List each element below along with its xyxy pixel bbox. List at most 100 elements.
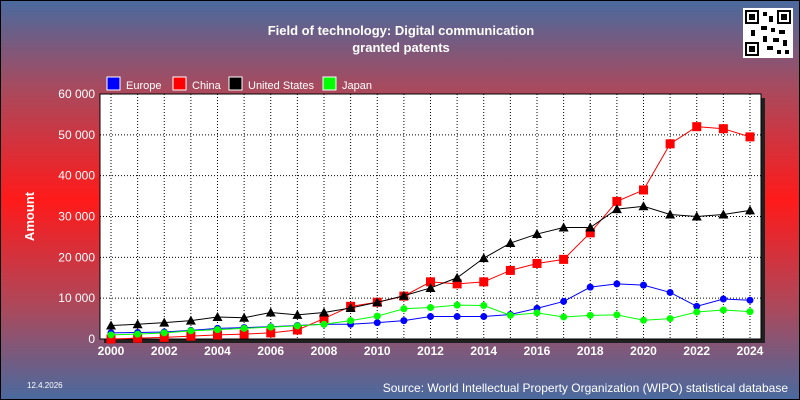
y-tick-label: 30 000 [58, 210, 95, 224]
legend-label-europe: Europe [126, 80, 161, 92]
data-point [719, 295, 727, 303]
data-point [639, 185, 648, 195]
data-point [133, 333, 143, 343]
x-tick-label: 2018 [577, 344, 604, 358]
data-point [665, 139, 675, 149]
data-point [480, 313, 488, 321]
data-point [693, 308, 701, 316]
date-stamp: 12.4.2026 [27, 381, 63, 390]
data-point [373, 319, 381, 327]
legend-label-japan: Japan [342, 80, 372, 92]
data-point [453, 301, 461, 309]
legend-label-united-states: United States [248, 80, 315, 92]
series-united-states [106, 201, 755, 330]
data-point [134, 330, 142, 338]
data-point [266, 328, 276, 338]
data-point [398, 290, 409, 300]
data-point [638, 201, 649, 211]
data-point [586, 283, 594, 291]
data-point [613, 280, 621, 288]
data-point [640, 281, 647, 289]
data-point [719, 306, 727, 314]
data-point [320, 320, 328, 328]
data-point [718, 124, 728, 134]
data-point [186, 331, 196, 341]
y-tick-label: 0 [88, 332, 95, 346]
data-point [345, 302, 356, 312]
x-tick-label: 2008 [311, 344, 338, 358]
x-tick-label: 2004 [204, 344, 231, 358]
data-point [319, 314, 329, 324]
data-point [559, 254, 569, 264]
data-point [612, 196, 622, 206]
data-point [745, 205, 755, 215]
data-point [746, 308, 754, 316]
data-point [159, 317, 170, 327]
chart-subtitle: granted patents [352, 40, 450, 55]
data-point [585, 228, 595, 238]
data-point [640, 316, 647, 324]
data-point [478, 253, 489, 263]
data-point [267, 323, 275, 331]
x-tick-label: 2016 [524, 344, 551, 358]
data-point [425, 282, 436, 292]
x-tick-label: 2022 [683, 344, 710, 358]
data-point [239, 312, 250, 322]
data-point [400, 317, 408, 325]
data-point [240, 324, 248, 332]
data-point [265, 307, 276, 317]
x-tick-label: 2014 [470, 344, 497, 358]
data-point [585, 222, 596, 232]
data-point [453, 313, 461, 321]
data-point [373, 312, 381, 320]
data-point [293, 322, 301, 330]
y-tick-label: 20 000 [58, 250, 95, 264]
data-point [505, 238, 516, 248]
data-point [532, 258, 542, 268]
data-point [746, 296, 754, 304]
y-tick-label: 10 000 [58, 291, 95, 305]
data-point [214, 326, 221, 334]
data-point [506, 311, 514, 319]
chart-title: Field of technology: Digital communicati… [267, 23, 535, 38]
x-tick-label: 2002 [151, 344, 178, 358]
data-point [185, 315, 196, 325]
data-point [692, 122, 702, 132]
data-point [107, 331, 115, 339]
data-point [160, 329, 168, 337]
data-point [452, 279, 462, 289]
data-point [319, 307, 329, 317]
data-point [611, 204, 622, 214]
y-tick-label: 40 000 [58, 169, 95, 183]
data-point [159, 332, 169, 342]
x-tick-label: 2000 [98, 344, 125, 358]
data-point [239, 329, 249, 339]
data-point [106, 334, 116, 344]
data-point [212, 311, 223, 321]
x-tick-label: 2012 [417, 344, 444, 358]
qr-code-icon [743, 8, 793, 58]
data-point [505, 265, 515, 275]
data-point [213, 330, 222, 340]
data-point [691, 211, 702, 221]
data-point [292, 309, 303, 319]
data-point [533, 309, 541, 317]
data-point [427, 313, 434, 321]
data-point [372, 297, 383, 307]
data-point [347, 317, 355, 325]
data-point [560, 297, 568, 305]
x-tick-label: 2006 [257, 344, 284, 358]
data-point [452, 272, 463, 282]
legend-swatch-china [172, 76, 187, 91]
data-point [479, 277, 489, 287]
data-point [292, 325, 302, 335]
x-tick-label: 2020 [630, 344, 657, 358]
source-note: Source: World Intellectual Property Orga… [382, 381, 788, 395]
data-point [560, 313, 568, 321]
series-japan [107, 301, 754, 339]
y-tick-label: 60 000 [58, 87, 95, 101]
data-point [132, 319, 143, 329]
legend-swatch-japan [322, 76, 337, 91]
legend-swatch-united-states [228, 76, 243, 91]
